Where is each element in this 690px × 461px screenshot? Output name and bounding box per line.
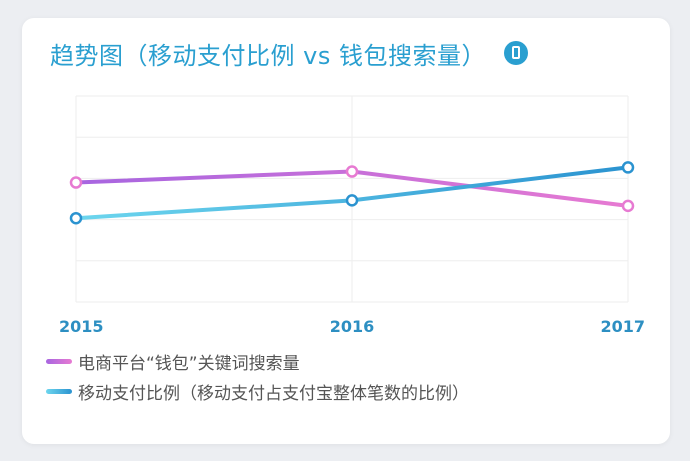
x-tick-label: 2017	[600, 317, 645, 336]
data-point-mobile-payment	[69, 211, 83, 225]
series-lines	[69, 161, 635, 225]
data-point-wallet	[345, 165, 359, 178]
chart-title: 趋势图（移动支付比例 vs 钱包搜索量）	[50, 41, 486, 70]
legend-item-wallet: 电商平台“钱包”关键词搜索量	[46, 346, 469, 376]
legend-item-mobile-payment: 移动支付比例（移动支付占支付宝整体笔数的比例）	[46, 376, 469, 406]
x-tick-label: 2015	[59, 317, 104, 336]
data-point-mobile-payment	[345, 194, 359, 207]
legend-swatch-mobile-payment	[46, 388, 72, 394]
x-tick-label: 2016	[330, 317, 375, 336]
phone-icon	[503, 41, 528, 65]
data-point-wallet	[621, 199, 635, 213]
chart-card: 趋势图（移动支付比例 vs 钱包搜索量）	[22, 18, 670, 444]
legend-label-mobile-payment: 移动支付比例（移动支付占支付宝整体笔数的比例）	[78, 383, 469, 404]
legend-label-wallet: 电商平台“钱包”关键词搜索量	[78, 353, 300, 374]
data-point-wallet	[69, 176, 83, 189]
legend-swatch-wallet	[46, 358, 72, 364]
data-point-mobile-payment	[621, 161, 635, 174]
legend: 电商平台“钱包”关键词搜索量 移动支付比例（移动支付占支付宝整体笔数的比例）	[46, 346, 469, 406]
title-row: 趋势图（移动支付比例 vs 钱包搜索量）	[50, 36, 528, 70]
x-tick-labels: 2015 2016 2017	[59, 317, 645, 336]
